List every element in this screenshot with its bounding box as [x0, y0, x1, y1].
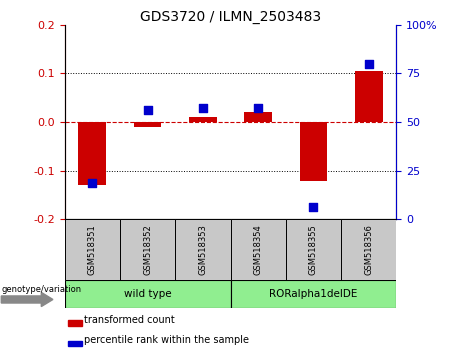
Text: genotype/variation: genotype/variation: [1, 285, 82, 294]
Text: wild type: wild type: [124, 289, 171, 299]
Title: GDS3720 / ILMN_2503483: GDS3720 / ILMN_2503483: [140, 10, 321, 24]
Point: [254, 105, 262, 110]
Bar: [68, 341, 82, 346]
Bar: [78, 122, 106, 185]
Bar: [189, 117, 217, 122]
Point: [144, 107, 151, 113]
Bar: [300, 122, 327, 181]
Bar: [68, 320, 82, 326]
Text: GSM518351: GSM518351: [88, 224, 97, 275]
Bar: [230, 280, 396, 308]
Text: percentile rank within the sample: percentile rank within the sample: [84, 335, 249, 345]
Point: [365, 61, 372, 67]
Bar: [120, 219, 175, 280]
Bar: [230, 219, 286, 280]
Text: transformed count: transformed count: [84, 315, 175, 325]
Text: GSM518355: GSM518355: [309, 224, 318, 275]
Point: [199, 105, 207, 110]
Bar: [175, 219, 230, 280]
Bar: [355, 71, 383, 122]
Text: GSM518352: GSM518352: [143, 224, 152, 275]
FancyArrow shape: [1, 292, 53, 307]
Text: RORalpha1delDE: RORalpha1delDE: [269, 289, 358, 299]
Bar: [341, 219, 396, 280]
Bar: [65, 219, 120, 280]
Bar: [286, 219, 341, 280]
Text: GSM518354: GSM518354: [254, 224, 263, 275]
Text: GSM518356: GSM518356: [364, 224, 373, 275]
Point: [310, 205, 317, 210]
Point: [89, 180, 96, 186]
Bar: [244, 113, 272, 122]
Bar: [65, 280, 230, 308]
Text: GSM518353: GSM518353: [198, 224, 207, 275]
Bar: [134, 122, 161, 127]
